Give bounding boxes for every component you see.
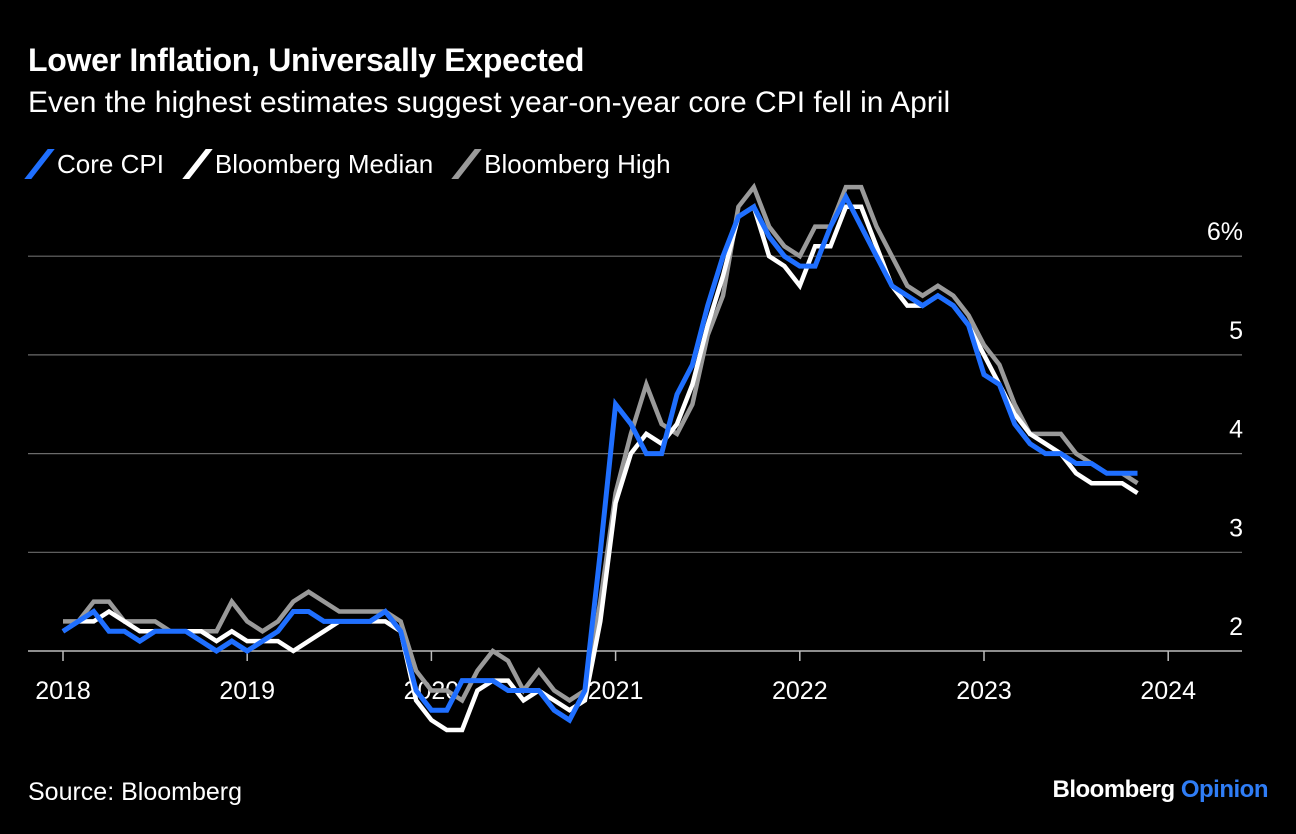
x-tick-label: 2022 [772, 677, 828, 705]
series-line-core-cpi [61, 191, 1138, 724]
legend-item-bloomberg-high: Bloomberg High [451, 148, 671, 180]
x-tick-label: 2021 [588, 677, 644, 705]
legend-item-bloomberg-median: Bloomberg Median [182, 148, 434, 180]
x-tick-label: 2023 [956, 677, 1012, 705]
legend-item-core-cpi: Core CPI [24, 148, 164, 180]
x-tick-label: 2019 [219, 677, 275, 705]
chart-legend: Core CPI Bloomberg Median Bloomberg High [24, 146, 693, 182]
bloomberg-opinion-logo: Bloomberg Opinion [1053, 776, 1269, 804]
y-tick-label: 3 [1229, 514, 1243, 542]
brand-product: Opinion [1180, 776, 1269, 803]
legend-label-bloomberg-median: Bloomberg Median [214, 148, 434, 179]
legend-label-core-cpi: Core CPI [57, 148, 164, 179]
legend-label-bloomberg-high: Bloomberg High [484, 148, 671, 179]
source-note: Source: Bloomberg [28, 778, 243, 806]
x-tick-label: 2018 [35, 677, 91, 705]
series-line-bloomberg-high [63, 182, 1139, 704]
chart-subtitle: Even the highest estimates suggest year-… [28, 86, 951, 119]
y-tick-label: 2 [1229, 613, 1243, 641]
chart-title: Lower Inflation, Universally Expected [28, 42, 585, 78]
x-tick-label: 2024 [1140, 677, 1196, 705]
y-tick-label: 4 [1229, 416, 1243, 444]
brand-name: Bloomberg [1052, 776, 1176, 803]
y-tick-label: 5 [1229, 317, 1243, 345]
y-tick-label: 6% [1207, 218, 1243, 246]
